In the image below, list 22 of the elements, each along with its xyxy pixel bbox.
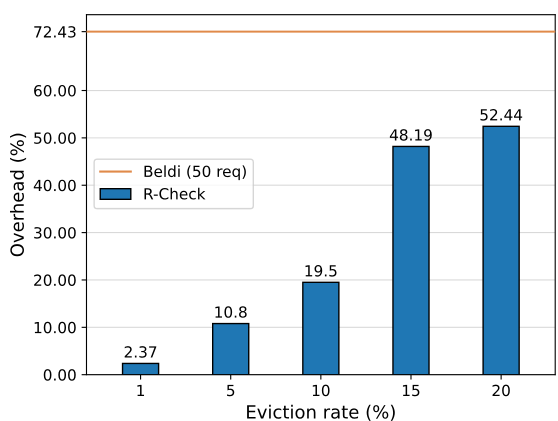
x-axis-title: Eviction rate (%) [247,404,395,421]
x-tick-label: 1 [137,384,144,396]
y-tick-label: 0.00 [44,369,76,381]
x-tick-label: 10 [312,384,330,396]
text: 19.5 [306,265,337,277]
legend-label: Beldi (50 req) [144,165,246,180]
text: 2.37 [124,346,156,358]
x-tick-label: 5 [227,384,234,396]
y-axis-title: Overhead (%) [10,134,26,256]
legend-label: R-Check [144,188,206,200]
text: 10.8 [215,306,247,318]
text: 48.19 [390,129,432,141]
x-tick-label: 20 [492,384,510,396]
y-tick-label: 30.00 [34,227,76,239]
y-tick-label: 10.00 [34,322,76,334]
y-tick-label: 60.00 [34,84,76,97]
text: 52.44 [480,109,522,121]
y-tick-label: 40.00 [34,180,76,192]
y-tick-label: 72.43 [34,26,76,38]
y-tick-label: 20.00 [34,274,76,286]
x-tick-label: 15 [402,384,420,396]
y-tick-label: 50.00 [34,132,76,144]
